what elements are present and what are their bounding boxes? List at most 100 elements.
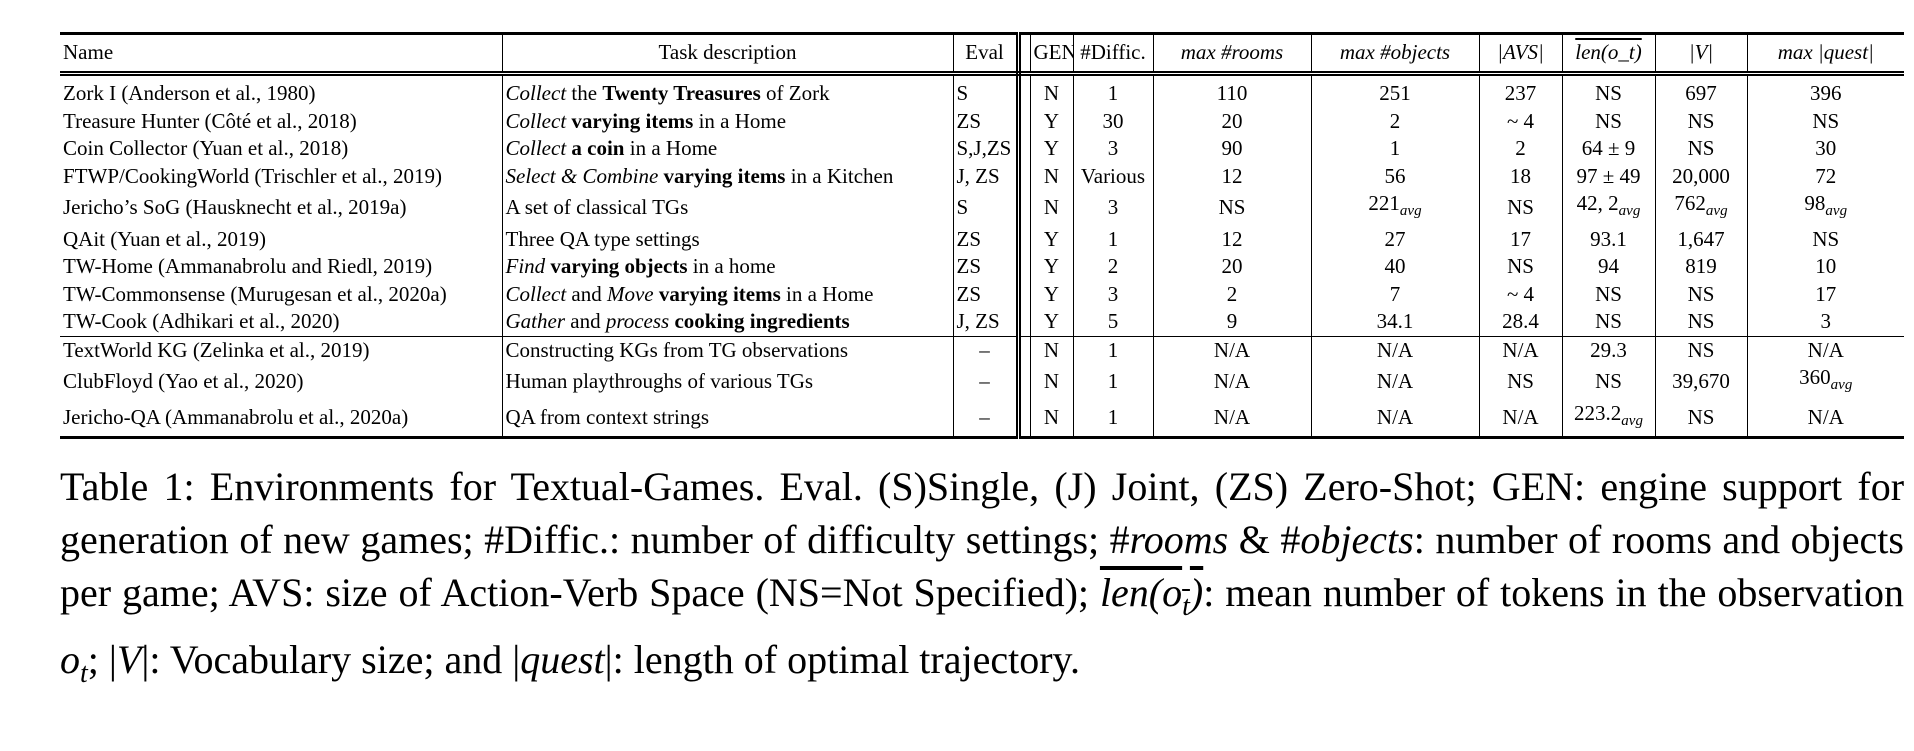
table-body: Zork I (Anderson et al., 1980) Collect th…	[60, 73, 1904, 438]
cell-avs: ~ 4	[1479, 107, 1563, 135]
cell-quest: 17	[1815, 281, 1837, 306]
cell-avs: N/A	[1479, 399, 1563, 438]
cell-eval: –	[953, 364, 1021, 400]
cell-avs: ~ 4	[1479, 280, 1563, 309]
cell-vocab: 697	[1655, 73, 1748, 108]
caption-segment: )	[1189, 570, 1204, 615]
task-segment: in a Home	[693, 108, 787, 133]
cell-diffic: 1	[1073, 399, 1154, 438]
cell-diffic: 30	[1073, 107, 1154, 135]
cell-len: NS	[1562, 107, 1656, 135]
cell-objects: 56	[1311, 162, 1480, 190]
caption-segment: Environments for Textual-Games. Eval. (S…	[60, 464, 1905, 562]
cell-task: A set of classical TGs	[502, 190, 954, 226]
cell-eval: ZS	[953, 107, 1021, 135]
cell-rooms: 20	[1153, 253, 1312, 281]
cell-diffic: 1	[1073, 335, 1154, 365]
cell-spacer	[1018, 253, 1031, 281]
task-segment: in a home	[687, 254, 776, 279]
task-segment: a coin	[571, 136, 625, 160]
cell-task: Three QA type settings	[502, 225, 954, 254]
caption-segment: rooms	[1129, 517, 1229, 562]
cell-eval: J, ZS	[953, 308, 1021, 337]
task-segment: process	[605, 309, 670, 334]
header-rooms: max #rooms	[1153, 33, 1312, 76]
task-segment: in a Home	[624, 136, 718, 160]
task-segment: Twenty Treasures	[602, 81, 761, 105]
cell-quest: 3	[1820, 309, 1832, 334]
cell-gen: N	[1030, 190, 1074, 226]
cell-gen: Y	[1030, 280, 1074, 309]
cell-vocab: 819	[1655, 253, 1748, 281]
cell-diffic: Various	[1073, 162, 1154, 190]
cell-avs: 237	[1479, 73, 1563, 108]
task-segment: Find	[505, 254, 546, 279]
cell-quest: 396	[1810, 81, 1842, 105]
cell-eval: ZS	[953, 253, 1021, 281]
cell-rooms: 2	[1153, 280, 1312, 309]
cell-rooms: NS	[1153, 190, 1312, 226]
caption-segment: |: length of optimal trajectory.	[604, 637, 1080, 682]
cell-objects: 40	[1311, 253, 1480, 281]
header-eval: Eval	[953, 33, 1021, 76]
task-segment: Three QA type settings	[505, 226, 700, 251]
cell-vocab: NS	[1655, 135, 1748, 163]
caption-segment: t	[80, 658, 88, 689]
cell-vocab: NS	[1655, 308, 1748, 337]
cell-quest: N/A	[1747, 335, 1904, 365]
header-quest: max |quest|	[1747, 33, 1904, 76]
cell-quest: 98avg	[1804, 191, 1848, 220]
cell-objects: 34.1	[1311, 308, 1480, 337]
cell-len: 223.2avg	[1562, 399, 1656, 438]
caption-segment: : number of rooms and objects per game; …	[60, 517, 1904, 615]
cell-task: Collect the Twenty Treasures of Zork	[502, 73, 954, 108]
task-segment: Human playthroughs of various TGs	[505, 369, 814, 394]
cell-diffic: 2	[1073, 253, 1154, 281]
caption-segment: t	[1182, 591, 1190, 622]
cell-name: TW-Home (Ammanabrolu and Riedl, 2019)	[60, 253, 503, 281]
cell-rooms: 20	[1153, 107, 1312, 135]
cell-avs: N/A	[1479, 335, 1563, 365]
cell-eval: –	[953, 399, 1021, 438]
cell-avs: 28.4	[1479, 308, 1563, 337]
caption-text: Environments for Textual-Games. Eval. (S…	[60, 464, 1905, 689]
table-row: Jericho’s SoG (Hausknecht et al., 2019a)…	[60, 190, 1904, 226]
table-row: ClubFloyd (Yao et al., 2020) Human playth…	[60, 364, 1904, 400]
caption-segment: ; |	[87, 637, 117, 682]
cell-len: 94	[1562, 253, 1656, 281]
cell-task: Constructing KGs from TG observations	[502, 335, 954, 365]
cell-task: Find varying objects in a home	[502, 253, 954, 281]
cell-quest: N/A	[1807, 404, 1844, 429]
table-caption: Table 1: Environments for Textual-Games.…	[60, 460, 1904, 700]
cell-len: 93.1	[1562, 225, 1656, 254]
cell-rooms: 110	[1153, 73, 1312, 108]
cell-gen: N	[1030, 162, 1074, 190]
cell-objects: N/A	[1311, 335, 1480, 365]
cell-avs: 17	[1479, 225, 1563, 254]
cell-eval: –	[953, 335, 1021, 365]
caption-segment: & #	[1228, 517, 1301, 562]
task-segment: A set of classical TGs	[505, 195, 689, 220]
task-segment: Gather	[505, 309, 566, 334]
cell-task: Gather and process cooking ingredients	[502, 308, 954, 337]
caption-segment: V	[116, 637, 142, 682]
cell-len: NS	[1562, 73, 1656, 108]
header-len: len(o_t)	[1562, 33, 1656, 76]
cell-objects: N/A	[1311, 399, 1480, 438]
task-segment: QA from context strings	[505, 404, 710, 429]
table-row: Jericho-QA (Ammanabrolu et al., 2020a) QA…	[60, 399, 1904, 438]
cell-spacer	[1018, 280, 1031, 309]
cell-vocab: NS	[1655, 280, 1748, 309]
cell-gen: N	[1030, 73, 1074, 108]
cell-diffic: 1	[1073, 73, 1154, 108]
cell-avs: NS	[1479, 190, 1563, 226]
cell-quest: NS	[1812, 108, 1840, 133]
table-row: FTWP/CookingWorld (Trischler et al., 201…	[60, 162, 1904, 190]
task-segment: of Zork	[760, 81, 830, 105]
cell-spacer	[1018, 162, 1031, 190]
cell-task: Collect and Move varying items in a Home	[502, 280, 954, 309]
cell-diffic: 3	[1073, 280, 1154, 309]
cell-objects: 2	[1311, 107, 1480, 135]
caption-segment: len(o	[1099, 570, 1183, 615]
cell-eval: S	[953, 73, 1021, 108]
